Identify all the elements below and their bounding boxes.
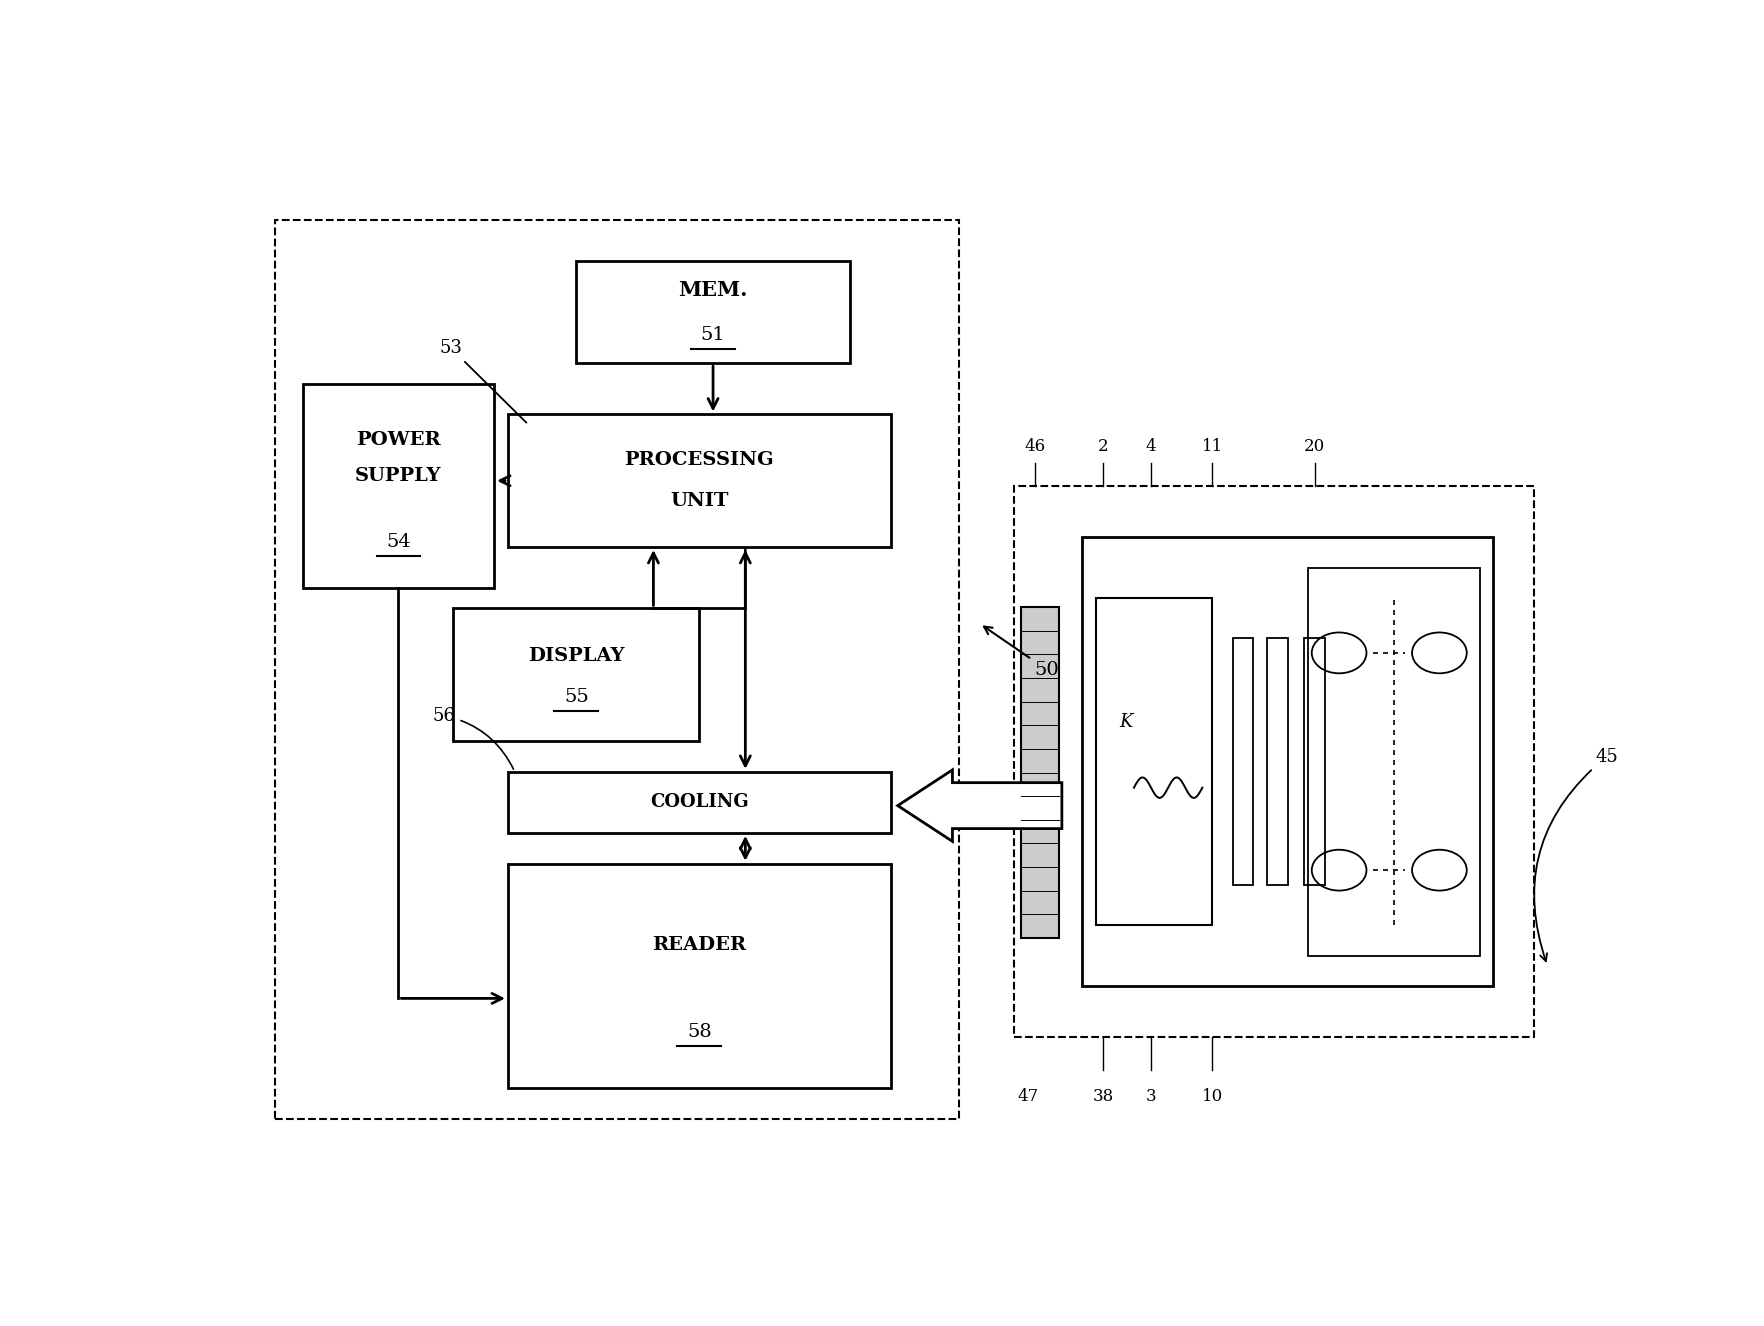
Text: MEM.: MEM. bbox=[677, 280, 748, 300]
Text: 10: 10 bbox=[1201, 1089, 1222, 1106]
Text: 20: 20 bbox=[1304, 438, 1325, 455]
Bar bbox=[508, 863, 891, 1089]
Text: UNIT: UNIT bbox=[670, 492, 729, 511]
Bar bbox=[1095, 598, 1212, 926]
Text: 11: 11 bbox=[1201, 438, 1222, 455]
Bar bbox=[1081, 537, 1492, 987]
Text: 38: 38 bbox=[1092, 1089, 1113, 1106]
Text: 4: 4 bbox=[1145, 438, 1155, 455]
Text: POWER: POWER bbox=[356, 431, 441, 450]
Text: 54: 54 bbox=[386, 533, 411, 552]
Bar bbox=[453, 609, 699, 741]
Text: 50: 50 bbox=[984, 627, 1058, 679]
Text: 47: 47 bbox=[1016, 1089, 1037, 1106]
Text: DISPLAY: DISPLAY bbox=[527, 647, 624, 666]
Bar bbox=[275, 220, 960, 1119]
Bar bbox=[1020, 607, 1058, 937]
FancyArrow shape bbox=[898, 770, 1062, 842]
Text: 56: 56 bbox=[432, 707, 513, 769]
Bar bbox=[508, 772, 891, 833]
Text: 3: 3 bbox=[1145, 1089, 1155, 1106]
Text: 51: 51 bbox=[700, 326, 725, 343]
Bar bbox=[508, 414, 891, 548]
Text: COOLING: COOLING bbox=[649, 793, 748, 812]
Text: 46: 46 bbox=[1023, 438, 1044, 455]
Bar bbox=[1304, 638, 1323, 884]
Bar bbox=[575, 261, 850, 363]
Text: READER: READER bbox=[653, 936, 746, 955]
Text: PROCESSING: PROCESSING bbox=[624, 451, 774, 469]
Text: 45: 45 bbox=[1533, 748, 1618, 961]
Text: 2: 2 bbox=[1097, 438, 1108, 455]
Text: 58: 58 bbox=[686, 1024, 711, 1041]
Text: K: K bbox=[1118, 713, 1132, 732]
Text: 55: 55 bbox=[563, 688, 589, 707]
Bar bbox=[303, 383, 494, 587]
Bar bbox=[1267, 638, 1288, 884]
Bar bbox=[1307, 568, 1480, 956]
Bar bbox=[1231, 638, 1252, 884]
Text: 53: 53 bbox=[439, 339, 526, 423]
Bar bbox=[1013, 485, 1533, 1037]
Text: SUPPLY: SUPPLY bbox=[355, 467, 441, 484]
